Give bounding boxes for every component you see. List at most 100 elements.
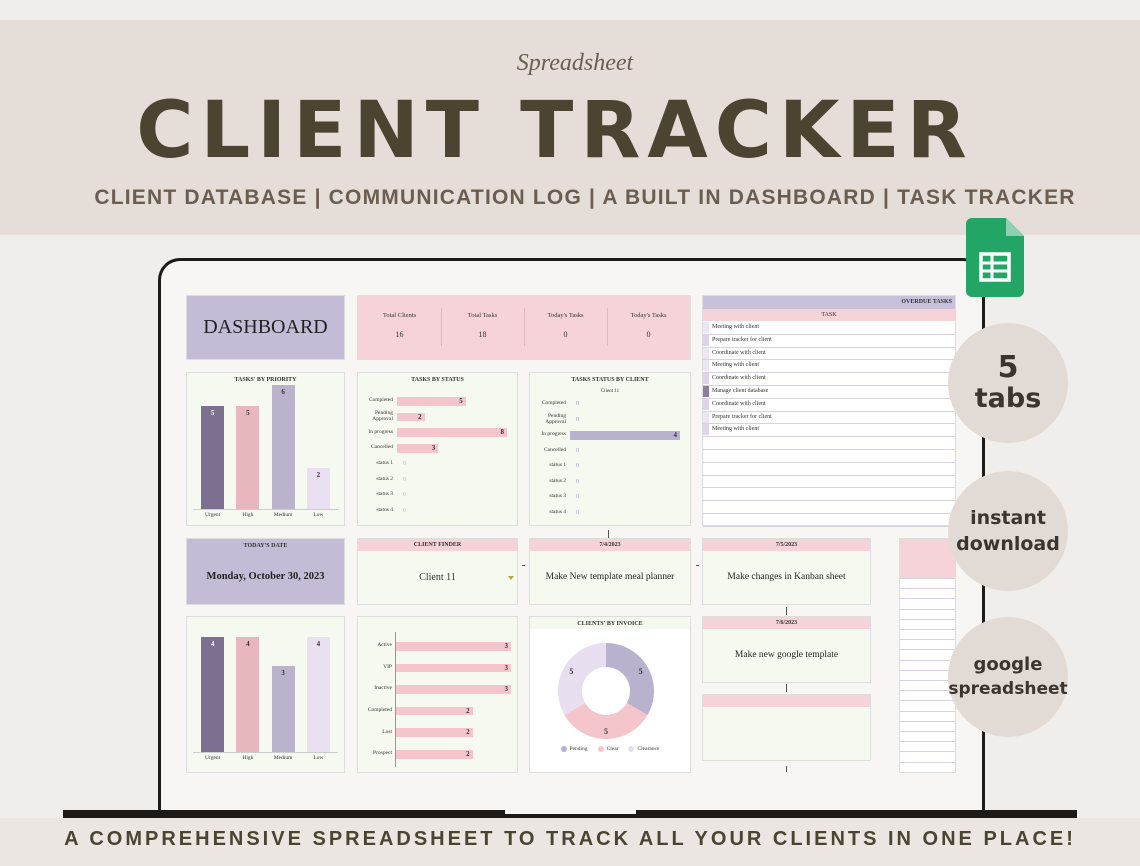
donut-segment bbox=[564, 703, 648, 739]
baseline bbox=[193, 752, 338, 753]
value-label: 0 bbox=[403, 460, 406, 467]
overdue-header: TASK bbox=[821, 312, 837, 318]
legend-item: Pending bbox=[560, 746, 588, 752]
value-label: 0 bbox=[576, 416, 579, 423]
category-label: In progress bbox=[368, 428, 393, 435]
subtitle: CLIENT DATABASE | COMMUNICATION LOG | A … bbox=[94, 186, 1076, 209]
badge-text: 5 bbox=[997, 350, 1019, 385]
bar bbox=[397, 397, 466, 406]
category-label: status 4 bbox=[549, 508, 566, 515]
row-line bbox=[703, 525, 955, 527]
legend-item: Clear bbox=[597, 746, 618, 752]
overdue-row: Prepare tracker for client bbox=[712, 336, 772, 343]
row-line bbox=[703, 372, 955, 374]
row-line bbox=[703, 359, 955, 361]
panel: Total Clients 16 Total Tasks 18 Today's Task… bbox=[358, 296, 690, 359]
main-title: CLIENT TRACKER bbox=[136, 86, 974, 176]
bar bbox=[396, 685, 511, 694]
category-label: Completed bbox=[367, 707, 392, 714]
header-bg bbox=[358, 539, 517, 551]
category-label: Medium bbox=[273, 755, 293, 761]
legend-swatch bbox=[628, 746, 635, 752]
overdue-row: Meeting with client bbox=[712, 426, 759, 433]
card-text: Make changes in Kanban sheet bbox=[727, 572, 846, 582]
legend-swatch bbox=[597, 746, 604, 752]
row-line bbox=[900, 669, 955, 671]
dashboard-title: DASHBOARD bbox=[203, 316, 328, 338]
row-marker bbox=[703, 373, 709, 385]
value-label: 3 bbox=[504, 663, 509, 672]
bar bbox=[396, 750, 473, 759]
panel bbox=[703, 695, 870, 760]
row-line bbox=[900, 598, 955, 600]
axis-line bbox=[395, 632, 396, 767]
bar bbox=[397, 444, 439, 453]
legend-swatch bbox=[560, 746, 567, 752]
row-marker bbox=[703, 322, 709, 333]
value-label: 2 bbox=[466, 728, 470, 737]
row-marker bbox=[703, 334, 709, 346]
row-line bbox=[900, 700, 955, 702]
row-line bbox=[900, 618, 955, 620]
overdue-row: Meeting with client bbox=[712, 362, 759, 369]
category-label: Lost bbox=[382, 728, 392, 735]
date-value: Monday, October 30, 2023 bbox=[206, 571, 325, 582]
laptop-base bbox=[505, 814, 636, 818]
panel: 7/5/2023 Make changes in Kanban sheet bbox=[703, 539, 870, 604]
connector bbox=[522, 565, 525, 566]
bar bbox=[397, 412, 425, 422]
badge: google spreadsheet bbox=[948, 617, 1068, 737]
value-label: 3 bbox=[504, 685, 509, 694]
value-label: 5 bbox=[210, 408, 215, 417]
divider bbox=[607, 308, 608, 346]
row-line bbox=[900, 751, 955, 753]
category-label: Urgent bbox=[205, 755, 221, 761]
category-label: Inactive bbox=[374, 685, 392, 692]
row-line bbox=[703, 397, 955, 399]
bar bbox=[271, 385, 295, 509]
finder-value: Client 11 bbox=[419, 572, 456, 583]
value-label: 0 bbox=[576, 494, 579, 500]
panel: 7/4/2023 Make New template meal planner bbox=[530, 539, 690, 604]
row-line bbox=[900, 710, 955, 712]
row-line bbox=[703, 487, 955, 489]
badge: 5 tabs bbox=[948, 323, 1068, 443]
row-line bbox=[900, 578, 955, 579]
card-date: 7/5/2023 bbox=[775, 542, 798, 548]
value-label: 3 bbox=[504, 642, 509, 650]
category-label: Low bbox=[313, 755, 324, 761]
bar bbox=[271, 665, 295, 752]
row-line bbox=[900, 588, 955, 590]
value-label: 5 bbox=[569, 667, 573, 676]
category-label: status 3 bbox=[376, 491, 393, 498]
value-label: 3 bbox=[431, 444, 436, 453]
header-bg bbox=[530, 539, 690, 551]
row-line bbox=[900, 720, 955, 722]
chart-title: TASKS BY STATUS bbox=[411, 377, 464, 383]
row-line bbox=[703, 500, 955, 502]
category-label: Pending Approval bbox=[545, 413, 566, 425]
bar bbox=[201, 637, 225, 752]
value-label: 0 bbox=[403, 492, 406, 499]
bar bbox=[396, 642, 511, 651]
bar bbox=[236, 637, 260, 752]
category-label: status 3 bbox=[549, 493, 566, 500]
finder-title: CLIENT FINDER bbox=[413, 542, 462, 548]
category-label: status 2 bbox=[376, 475, 393, 482]
panel: 7/6/2023 Make new google template bbox=[703, 617, 870, 682]
category-label: Medium bbox=[273, 512, 293, 518]
bar bbox=[201, 405, 225, 509]
row-line bbox=[703, 461, 955, 463]
laptop-base bbox=[63, 810, 505, 818]
legend: Pending Clear Clearance bbox=[550, 746, 670, 752]
row-line bbox=[900, 629, 955, 630]
row-line bbox=[703, 474, 955, 476]
row-marker bbox=[703, 360, 709, 372]
overdue-header-bg bbox=[703, 309, 955, 321]
panel bbox=[900, 539, 955, 772]
bar bbox=[396, 728, 473, 737]
category-label: status 1 bbox=[549, 462, 566, 469]
chart-title: TASKS' BY PRIORITY bbox=[234, 377, 297, 383]
panel: DASHBOARD bbox=[187, 296, 344, 359]
category-label: Completed bbox=[368, 397, 393, 404]
